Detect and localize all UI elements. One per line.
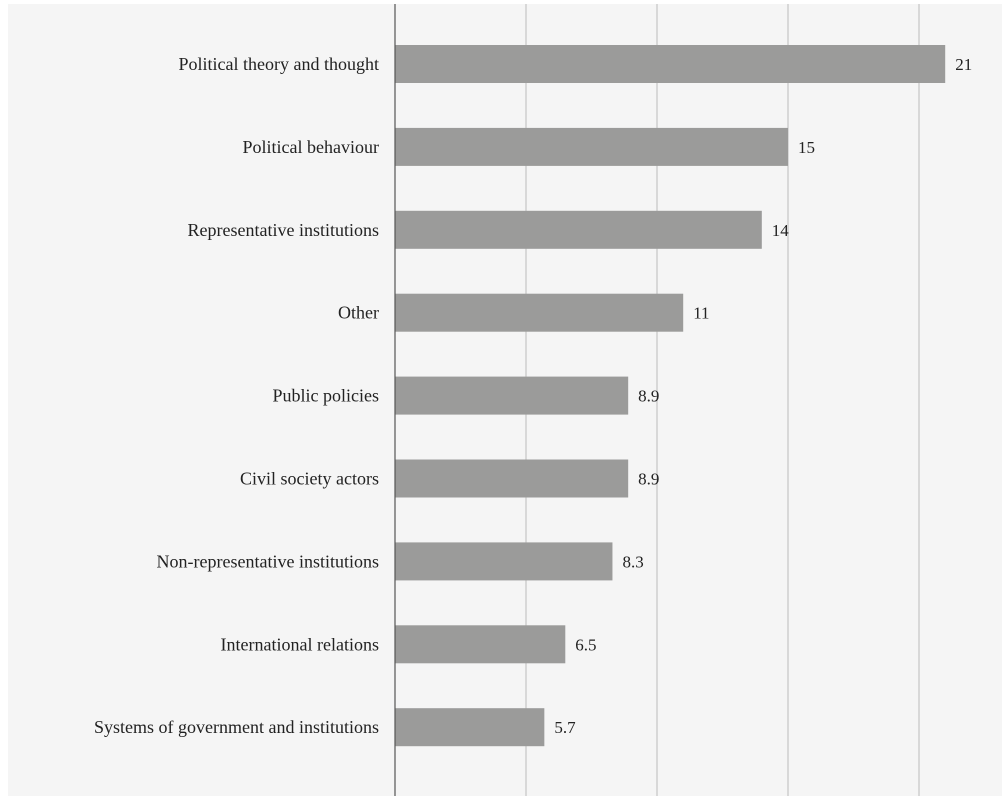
category-label: Civil society actors: [240, 469, 379, 489]
category-label: Political theory and thought: [179, 54, 379, 74]
bar: [395, 542, 613, 581]
bar: [395, 45, 946, 83]
bar: [395, 459, 629, 498]
value-label: 5.7: [554, 718, 576, 737]
bar: [395, 625, 566, 664]
category-label: International relations: [221, 634, 379, 654]
value-label: 11: [693, 304, 709, 323]
bar: [395, 376, 629, 415]
category-label: Systems of government and institutions: [94, 717, 379, 737]
category-label: Political behaviour: [243, 137, 379, 157]
value-label: 8.9: [638, 387, 659, 406]
value-label: 21: [955, 55, 972, 74]
bar: [395, 210, 762, 249]
bar: [395, 127, 788, 166]
value-label: 8.3: [622, 552, 643, 571]
category-label: Non-representative institutions: [157, 551, 379, 571]
bar: [395, 708, 545, 747]
value-label: 14: [772, 221, 790, 240]
value-label: 8.9: [638, 470, 659, 489]
category-label: Other: [338, 303, 379, 323]
category-label: Public policies: [273, 386, 380, 406]
bar: [395, 293, 684, 332]
value-label: 6.5: [575, 635, 596, 654]
category-label: Representative institutions: [188, 220, 379, 240]
value-label: 15: [798, 138, 815, 157]
